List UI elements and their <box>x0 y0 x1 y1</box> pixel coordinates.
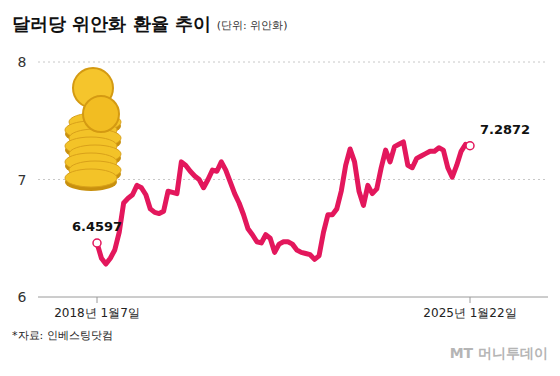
source: *자료: 인베스팅닷컴 <box>12 329 113 342</box>
x-tick <box>97 297 98 303</box>
marker <box>466 142 474 150</box>
coin-illustration <box>65 68 121 191</box>
marker <box>93 239 101 247</box>
watermark: MT 머니투데이 <box>450 345 548 361</box>
chart: 달러당 위안화 환율 추이 (단위: 위안화) 6 7 8 2018년 1월7일 2025년… <box>0 0 560 376</box>
subtitle: (단위: 위안화) <box>217 19 288 32</box>
line <box>97 142 470 264</box>
y-tick-label: 6 <box>18 289 27 305</box>
x-tick-label: 2025년 1월22일 <box>423 306 516 320</box>
title: 달러당 위안화 환율 추이 <box>12 13 211 34</box>
coin <box>83 96 119 132</box>
x-tick-label: 2018년 1월7일 <box>54 306 140 320</box>
background <box>0 0 560 376</box>
annotation: 6.4597 <box>72 219 122 234</box>
coin <box>65 169 117 187</box>
y-tick-label: 7 <box>18 172 27 188</box>
annotation: 7.2872 <box>480 122 530 137</box>
data <box>93 142 474 264</box>
x-tick <box>470 297 471 303</box>
y-tick-label: 8 <box>18 54 27 70</box>
grid-line <box>38 62 548 63</box>
grid <box>38 62 548 297</box>
grid-line <box>38 297 548 298</box>
